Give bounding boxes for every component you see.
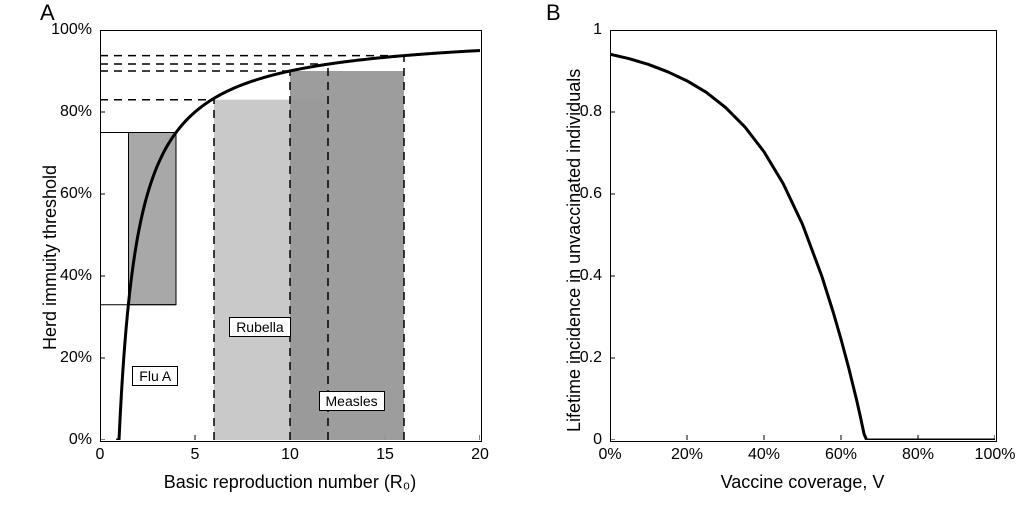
xtick: 0 — [96, 446, 105, 464]
panel-b-svg — [610, 30, 995, 440]
xtick: 80% — [902, 446, 934, 464]
ytick: 80% — [60, 103, 92, 121]
region-measles — [290, 71, 404, 440]
region-label-measles: Measles — [319, 391, 385, 411]
xtick: 10 — [281, 446, 299, 464]
xtick: 20% — [671, 446, 703, 464]
ytick: 60% — [60, 185, 92, 203]
ytick: 0 — [593, 431, 602, 449]
incidence-curve — [610, 54, 995, 440]
ytick: 100% — [51, 21, 92, 39]
ytick: 40% — [60, 267, 92, 285]
region-flu-a — [129, 133, 177, 305]
ytick: 0% — [69, 431, 92, 449]
xtick: 100% — [975, 446, 1016, 464]
ytick: 1 — [593, 21, 602, 39]
ytick: 20% — [60, 349, 92, 367]
xtick: 15 — [376, 446, 394, 464]
panel-b-label: B — [546, 0, 561, 26]
panel-b-ylabel: Lifetime incidence in unvaccinated indiv… — [564, 69, 585, 432]
figure: A 051015200%20%40%60%80%100% Flu ARubell… — [0, 0, 1023, 507]
xtick: 20 — [471, 446, 489, 464]
panel-a-ylabel: Herd immuity threshold — [40, 165, 61, 350]
panel-a-xlabel: Basic reproduction number (R₀) — [100, 472, 480, 493]
xtick: 60% — [825, 446, 857, 464]
region-label-rubella: Rubella — [229, 317, 290, 337]
region-label-flu-a: Flu A — [132, 366, 178, 386]
xtick: 5 — [191, 446, 200, 464]
xtick: 40% — [748, 446, 780, 464]
panel-b-xlabel: Vaccine coverage, V — [610, 472, 995, 493]
